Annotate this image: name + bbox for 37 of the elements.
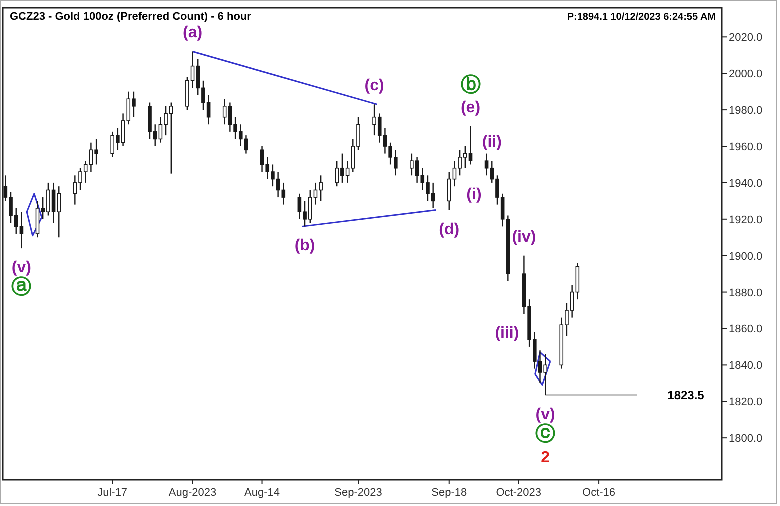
ref-line-label: 1823.5 <box>668 388 705 402</box>
y-tick-label: 1840.0 <box>729 360 763 372</box>
x-tick-label: Sep-18 <box>432 487 468 499</box>
x-tick-label: Aug-2023 <box>168 487 217 499</box>
y-tick-label: 1860.0 <box>729 324 763 336</box>
annotation: 2 <box>541 449 550 466</box>
y-tick-label: 2020.0 <box>729 32 763 44</box>
y-tick-label: 1960.0 <box>729 142 763 154</box>
y-tick-label: 1900.0 <box>729 250 763 263</box>
annotation: (e) <box>460 99 481 116</box>
annotation: (v) <box>536 406 556 424</box>
annotation: (ii) <box>482 134 502 152</box>
y-tick-label: 1980.0 <box>729 105 763 118</box>
annotation: (a) <box>182 24 203 42</box>
annotation: ⓒ <box>536 423 556 446</box>
x-tick-label: Sep-2023 <box>334 487 382 499</box>
y-tick-label: 1940.0 <box>729 178 763 190</box>
annotation: ⓐ <box>12 276 32 299</box>
x-tick-label: Jul-17 <box>98 487 128 499</box>
annotation: (c) <box>364 78 384 95</box>
x-tick-label: Oct-2023 <box>496 487 542 499</box>
y-tick-label: 1800.0 <box>729 433 763 446</box>
annotation: P:1894.1 10/12/2023 6:24:55 AM <box>567 12 716 23</box>
annotation: (i) <box>466 186 482 204</box>
chart-title: GCZ23 - Gold 100oz (Preferred Count) - 6 hour <box>10 11 252 23</box>
annotation: (iii) <box>495 325 520 342</box>
x-tick-label: Oct-16 <box>582 487 616 499</box>
y-tick-label: 1880.0 <box>729 287 763 300</box>
y-tick-label: 2000.0 <box>729 68 763 81</box>
y-tick-label: 1920.0 <box>729 214 763 226</box>
annotation: (v) <box>12 260 32 277</box>
annotation: (d) <box>439 221 460 238</box>
x-tick-label: Aug-14 <box>244 487 280 499</box>
annotation: (iv) <box>512 228 536 246</box>
annotation: ⓑ <box>460 74 481 96</box>
y-tick-label: 1820.0 <box>729 396 763 409</box>
annotation: (b) <box>294 238 316 255</box>
